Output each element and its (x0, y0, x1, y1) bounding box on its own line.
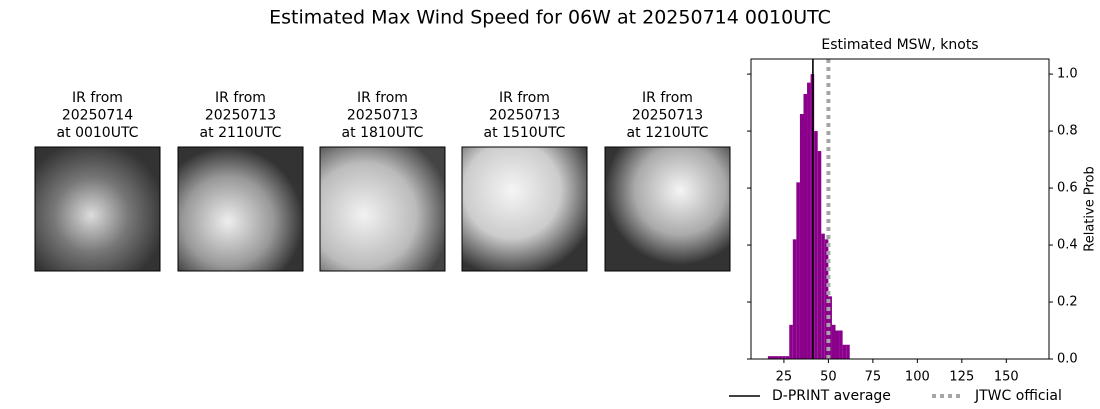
image-caption: IR from (642, 90, 693, 106)
y-tick-label: 0.0 (1057, 352, 1078, 367)
bar (835, 330, 840, 359)
image-caption: IR from (215, 90, 266, 106)
image-caption: 20250713 (347, 108, 418, 124)
image-caption: 20250713 (632, 108, 703, 124)
y-tick-label: 0.6 (1057, 181, 1078, 196)
x-tick-label: 100 (905, 370, 930, 385)
x-tick-label: 25 (776, 370, 793, 385)
legend-label: D-PRINT average (772, 388, 891, 404)
chart-title: Estimated MSW, knots (821, 37, 978, 53)
image-caption: at 2110UTC (200, 125, 282, 141)
bar (796, 182, 800, 359)
image-caption: at 1210UTC (627, 125, 709, 141)
page-title: Estimated Max Wind Speed for 06W at 2025… (269, 7, 831, 29)
image-caption: 20250713 (205, 108, 276, 124)
bar (789, 324, 793, 359)
y-tick-label: 0.2 (1057, 295, 1078, 310)
bar (782, 356, 786, 359)
bar (767, 356, 772, 359)
y-tick-label: 0.8 (1057, 124, 1078, 139)
bar (807, 82, 811, 359)
image-caption: IR from (72, 90, 123, 106)
image-caption: 20250714 (62, 108, 133, 124)
plot-frame (750, 58, 1050, 360)
x-tick-label: 125 (949, 370, 974, 385)
image-caption: IR from (357, 90, 408, 106)
ir-image (461, 146, 588, 272)
bar (846, 344, 850, 359)
bar (778, 356, 783, 359)
y-axis-label: Relative Prob (1083, 166, 1098, 251)
ir-image (34, 146, 161, 272)
x-tick-label: 75 (865, 370, 882, 385)
satellite-images (34, 146, 731, 272)
bar (785, 356, 790, 359)
bar (792, 239, 797, 359)
bar (771, 356, 776, 359)
ir-image (319, 146, 446, 272)
legend-label: JTWC official (974, 388, 1062, 404)
image-caption: at 1510UTC (484, 125, 566, 141)
x-tick-label: 50 (820, 370, 837, 385)
bar (817, 151, 822, 359)
ir-image (604, 146, 731, 272)
bar (842, 344, 847, 359)
y-tick-label: 1.0 (1057, 67, 1078, 82)
bar (814, 131, 818, 359)
y-tick-label: 0.4 (1057, 238, 1078, 253)
image-caption: IR from (499, 90, 550, 106)
bar (831, 324, 836, 359)
x-tick-label: 150 (994, 370, 1019, 385)
bar (803, 94, 808, 360)
bar (828, 296, 832, 359)
bar (775, 356, 779, 359)
image-caption: at 1810UTC (342, 125, 424, 141)
bar (839, 330, 843, 359)
ir-image (177, 146, 304, 272)
bar (821, 233, 825, 359)
image-caption: at 0010UTC (57, 125, 139, 141)
image-caption: 20250713 (489, 108, 560, 124)
bar (799, 113, 804, 360)
